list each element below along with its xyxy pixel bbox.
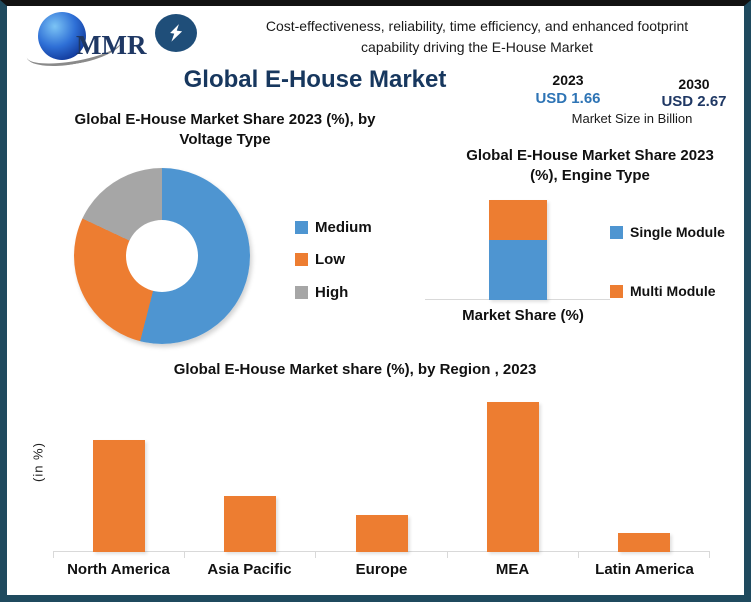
- voltage-chart-title: Global E-House Market Share 2023 (%), by…: [55, 110, 395, 150]
- page-title: Global E-House Market: [183, 66, 447, 93]
- market-size-value-end: USD 2.67: [661, 93, 727, 110]
- high-swatch: [295, 286, 308, 299]
- low-swatch: [295, 253, 308, 266]
- legend-item-multi-module: Multi Module: [610, 283, 725, 299]
- high-label: High: [315, 284, 349, 301]
- category-label-latin-america: Latin America: [595, 561, 694, 578]
- category-label-europe: Europe: [355, 561, 408, 578]
- legend-item-medium: Medium: [295, 219, 372, 236]
- low-label: Low: [315, 251, 345, 268]
- mmr-logo: MMR: [76, 30, 147, 60]
- bar-europe: [356, 514, 408, 552]
- engine-x-label: Market Share (%): [462, 307, 584, 324]
- axis-tick: [578, 551, 579, 558]
- market-size-caption: Market Size in Billion: [571, 111, 693, 126]
- voltage-legend: Medium Low High: [295, 219, 372, 316]
- category-label-asia-pacific: Asia Pacific: [207, 561, 292, 578]
- single-module-swatch: [610, 225, 623, 239]
- category-label-north-america: North America: [67, 561, 170, 578]
- engine-title-line-2: (%), Engine Type: [530, 167, 650, 184]
- region-y-label: (in %): [30, 442, 46, 482]
- axis-tick: [709, 551, 710, 558]
- lightning-bolt-icon: [155, 14, 197, 52]
- engine-legend: Single Module Multi Module: [610, 224, 725, 314]
- bar-north-america: [93, 439, 145, 552]
- voltage-title-line-1: Global E-House Market Share 2023 (%), by: [74, 111, 376, 128]
- voltage-donut: [74, 168, 250, 344]
- region-chart-title: Global E-House Market share (%), by Regi…: [173, 361, 537, 378]
- single-module-segment: [489, 240, 547, 300]
- legend-item-high: High: [295, 284, 372, 301]
- axis-tick: [315, 551, 316, 558]
- engine-title-line-1: Global E-House Market Share 2023: [466, 147, 714, 164]
- legend-item-low: Low: [295, 251, 372, 268]
- donut-hole: [126, 220, 198, 292]
- engine-stacked-bar: [489, 200, 547, 300]
- market-size-value-start: USD 1.66: [535, 90, 601, 107]
- bar-mea: [487, 402, 539, 552]
- category-label-mea: MEA: [495, 561, 530, 578]
- medium-swatch: [295, 221, 308, 234]
- axis-tick: [447, 551, 448, 558]
- multi-module-label: Multi Module: [630, 283, 716, 299]
- tagline-line-1: Cost-effectiveness, reliability, time ef…: [265, 18, 689, 34]
- market-size-year-start: 2023: [552, 72, 584, 88]
- axis-tick: [184, 551, 185, 558]
- market-size-year-end: 2030: [678, 76, 710, 92]
- single-module-label: Single Module: [630, 224, 725, 240]
- header-tagline: Cost-effectiveness, reliability, time ef…: [222, 16, 732, 58]
- engine-chart-title: Global E-House Market Share 2023 (%), En…: [440, 146, 740, 186]
- tagline-line-2: capability driving the E-House Market: [361, 39, 593, 55]
- voltage-title-line-2: Voltage Type: [179, 131, 271, 148]
- axis-tick: [53, 551, 54, 558]
- multi-module-segment: [489, 200, 547, 240]
- legend-item-single-module: Single Module: [610, 224, 725, 240]
- multi-module-swatch: [610, 284, 623, 298]
- medium-label: Medium: [315, 219, 372, 236]
- globe-icon: [38, 12, 86, 60]
- bar-asia-pacific: [224, 495, 276, 552]
- bar-latin-america: [618, 533, 670, 552]
